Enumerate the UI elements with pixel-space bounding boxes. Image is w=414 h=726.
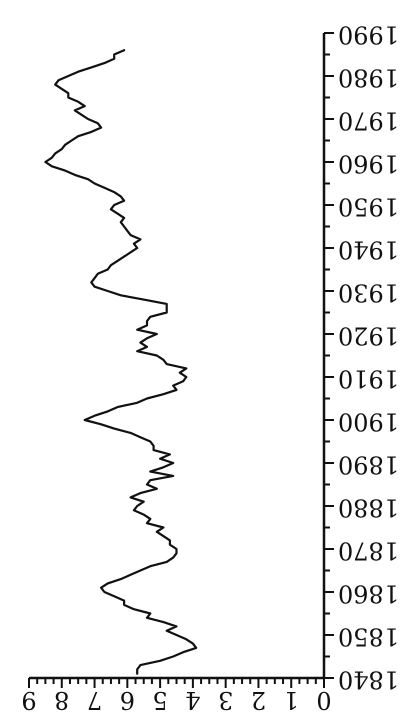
year-tick-label-1930: 1930 [338,279,399,307]
value-tick-label-6: 6 [120,686,135,714]
value-tick-label-1: 1 [284,686,299,714]
value-tick-label-4: 4 [185,686,200,714]
value-tick-label-8: 8 [54,686,69,714]
value-tick-label-7: 7 [87,686,102,714]
tick-labels: 1840185018601870188018901900191019201930… [21,21,399,715]
value-tick-label-5: 5 [152,686,167,714]
value-tick-label-9: 9 [21,686,36,714]
series-group [44,49,198,675]
year-tick-label-1890: 1890 [338,451,399,479]
year-tick-label-1960: 1960 [338,150,399,178]
value-tick-label-2: 2 [251,686,266,714]
year-tick-label-1880: 1880 [338,494,399,522]
year-tick-label-1860: 1860 [338,580,399,608]
year-tick-label-1910: 1910 [338,365,399,393]
year-tick-label-1920: 1920 [338,322,399,350]
year-tick-label-1970: 1970 [338,107,399,135]
series-line-0 [44,49,198,675]
year-tick-label-1850: 1850 [338,623,399,651]
year-tick-label-1950: 1950 [338,193,399,221]
year-tick-label-1870: 1870 [338,537,399,565]
value-tick-label-3: 3 [218,686,233,714]
year-tick-label-1940: 1940 [338,236,399,264]
axes [29,33,326,680]
year-tick-label-1980: 1980 [338,64,399,92]
tick-marks [28,32,334,688]
value-tick-label-0: 0 [316,686,331,714]
plot-area: 1840185018601870188018901900191019201930… [21,21,399,715]
year-tick-label-1900: 1900 [338,408,399,436]
year-tick-label-1990: 1990 [338,21,399,49]
year-tick-label-1840: 1840 [338,666,399,694]
